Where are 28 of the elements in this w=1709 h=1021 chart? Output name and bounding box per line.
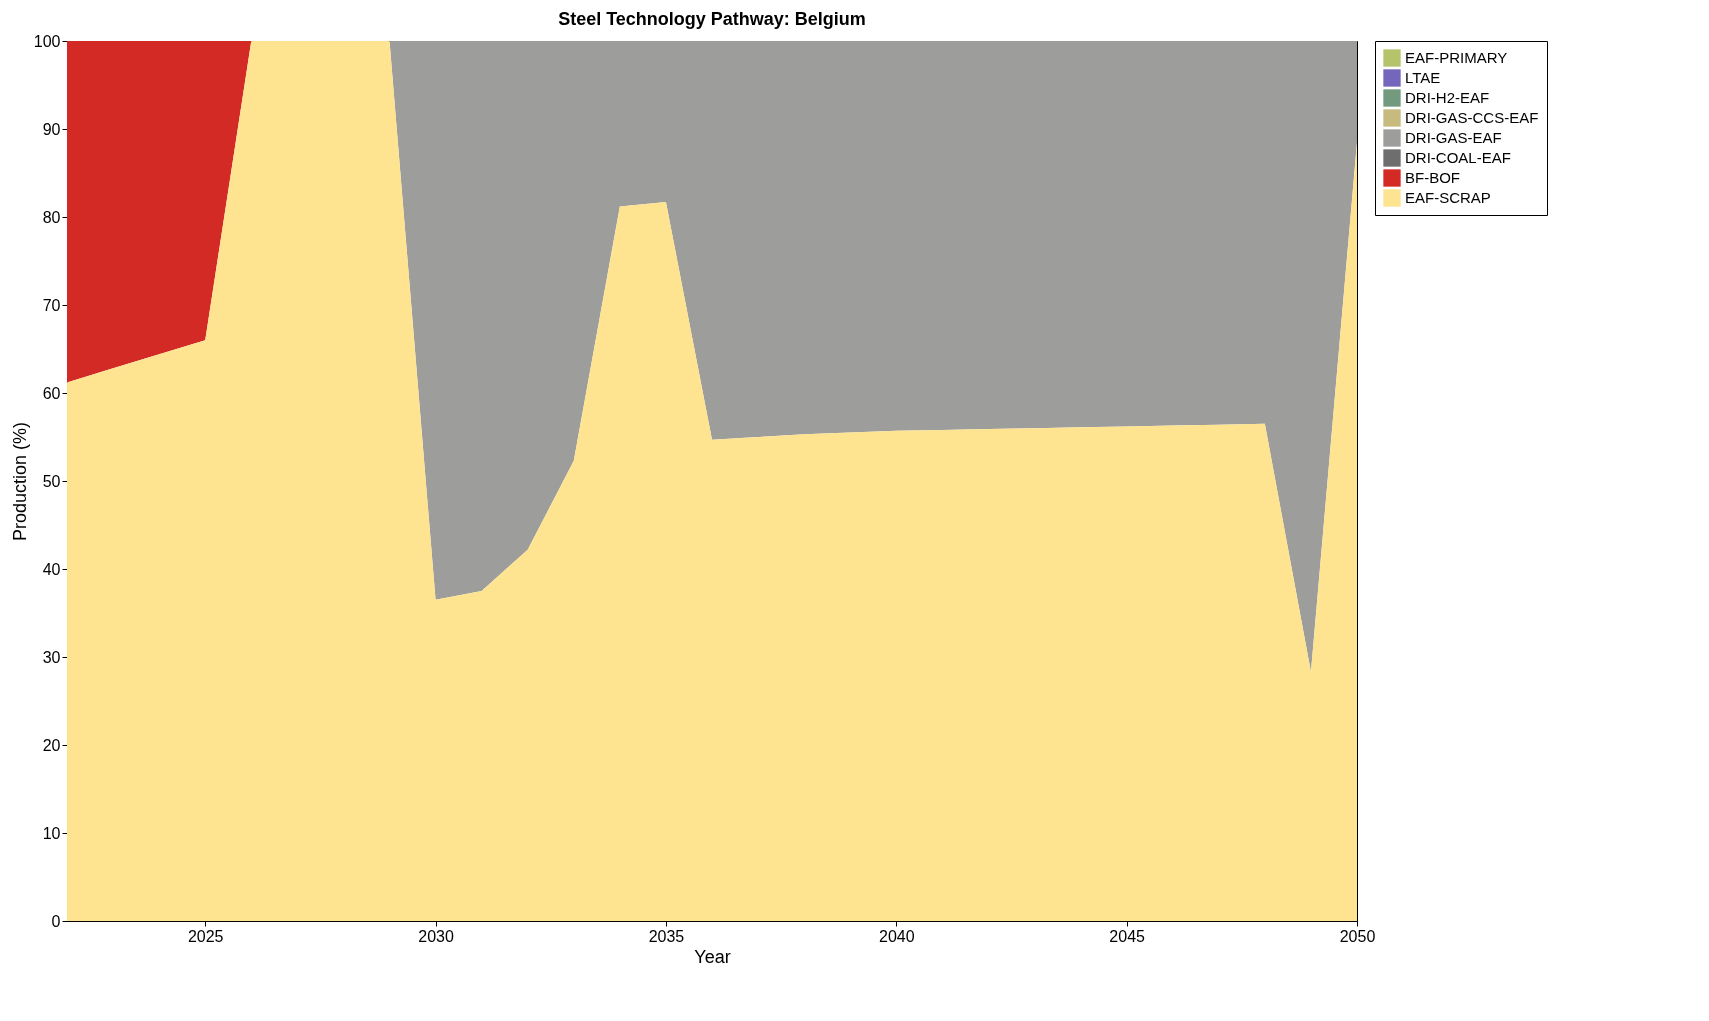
y-tick-label: 30 bbox=[42, 648, 61, 666]
legend-label: LTAE bbox=[1405, 69, 1441, 86]
legend-label: DRI-COAL-EAF bbox=[1405, 149, 1511, 166]
x-axis-title: Year bbox=[694, 946, 731, 967]
y-tick-label: 70 bbox=[42, 296, 61, 314]
legend-label: BF-BOF bbox=[1405, 169, 1460, 186]
y-tick-label: 60 bbox=[42, 384, 61, 402]
legend-label: EAF-PRIMARY bbox=[1405, 49, 1508, 66]
y-axis-title: Production (%) bbox=[9, 421, 30, 542]
legend-label: DRI-GAS-CCS-EAF bbox=[1405, 109, 1539, 126]
x-tick-label: 2025 bbox=[187, 927, 224, 945]
y-tick-label: 20 bbox=[42, 736, 61, 754]
y-tick-label: 90 bbox=[42, 120, 61, 138]
x-tick-label: 2045 bbox=[1109, 927, 1146, 945]
y-tick-label: 80 bbox=[42, 208, 61, 226]
x-tick-label: 2035 bbox=[648, 927, 685, 945]
y-tick-label: 0 bbox=[51, 912, 61, 930]
legend-label: EAF-SCRAP bbox=[1405, 189, 1491, 206]
y-tick-label: 40 bbox=[42, 560, 61, 578]
y-tick-label: 100 bbox=[33, 32, 61, 50]
chart-title: Steel Technology Pathway: Belgium bbox=[558, 9, 866, 29]
y-tick-label: 10 bbox=[42, 824, 61, 842]
x-tick-label: 2030 bbox=[418, 927, 454, 945]
legend-label: DRI-GAS-EAF bbox=[1405, 129, 1502, 146]
legend-label: DRI-H2-EAF bbox=[1405, 89, 1490, 106]
y-tick-label: 50 bbox=[42, 472, 61, 490]
x-tick-label: 2040 bbox=[878, 927, 915, 945]
x-tick-label: 2050 bbox=[1339, 927, 1376, 945]
